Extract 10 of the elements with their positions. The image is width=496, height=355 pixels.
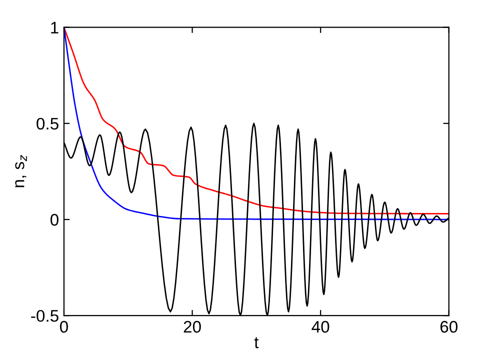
y-tick-label: 0 [50,214,58,226]
x-tick-label: 0 [60,320,68,333]
y-tick-label: 0.5 [36,118,58,130]
y-tick-label: 1 [51,22,58,34]
y-tick-label: -0.5 [31,310,58,322]
x-axis-title: t [254,337,259,348]
y-axis-title: n, s$_{z}$ [15,154,27,188]
x-tick-label: 40 [312,320,330,333]
x-tick-label: 20 [184,320,201,333]
x-tick-label: 60 [440,320,458,333]
